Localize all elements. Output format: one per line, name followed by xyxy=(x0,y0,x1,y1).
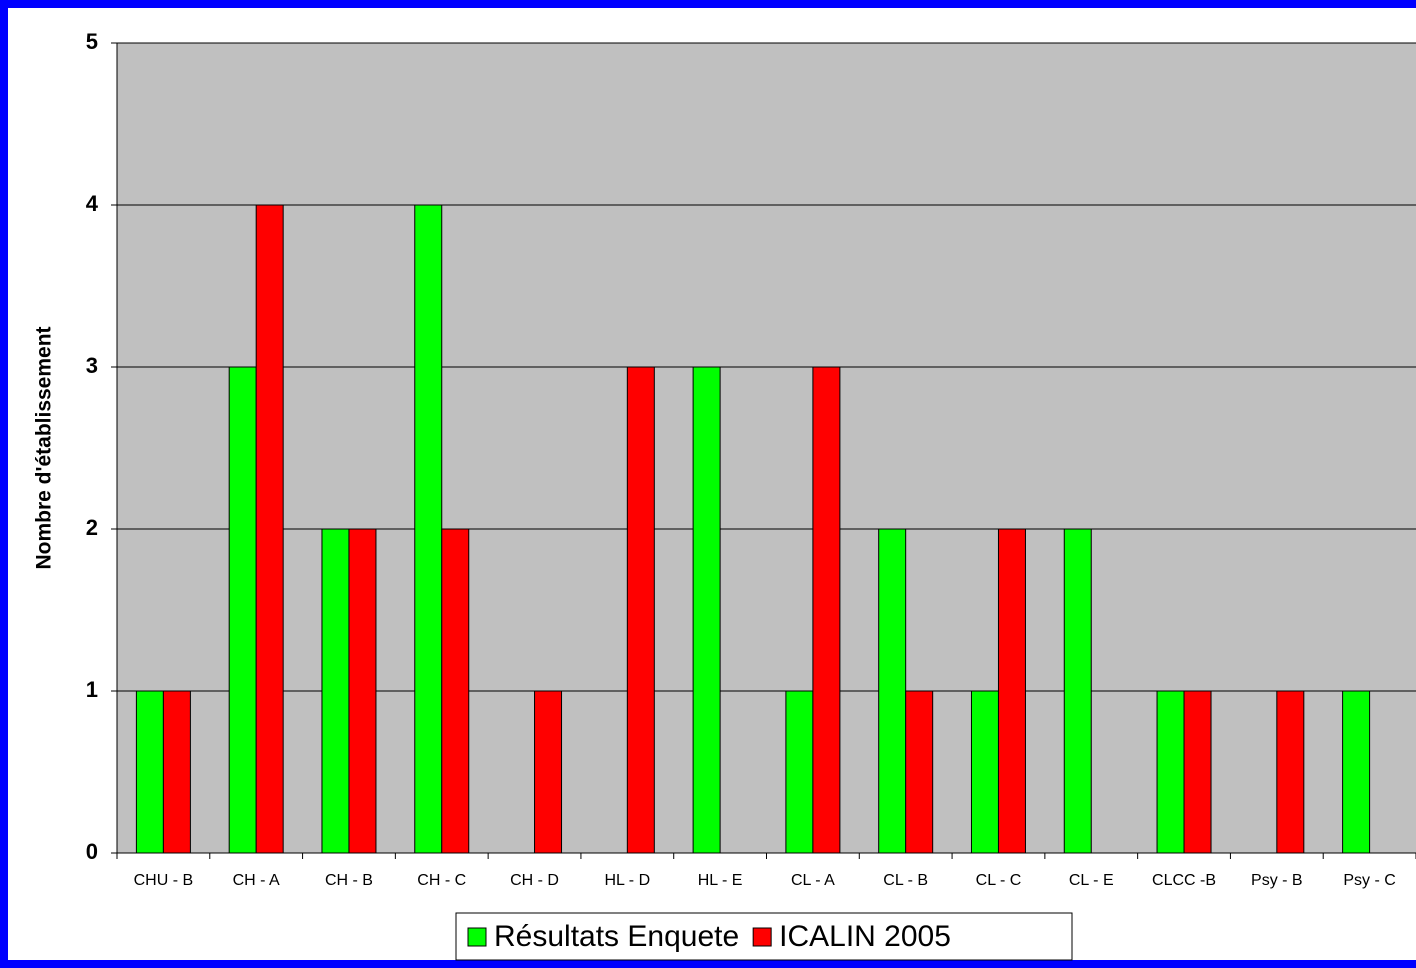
y-tick-label: 3 xyxy=(86,353,98,378)
x-tick-label: CH - B xyxy=(325,872,373,889)
bar xyxy=(1183,690,1212,854)
bar xyxy=(348,528,377,854)
x-tick-label: CHU - B xyxy=(134,872,194,889)
x-tick-label: CH - A xyxy=(233,872,280,889)
y-tick-label: 0 xyxy=(86,839,98,864)
legend-label: Résultats Enquete xyxy=(494,920,739,953)
bar xyxy=(812,366,841,854)
bar xyxy=(970,690,999,854)
bar xyxy=(135,690,164,854)
bar xyxy=(321,528,350,854)
x-tick-label: CLCC -B xyxy=(1152,872,1216,889)
y-tick-label: 2 xyxy=(86,515,98,540)
legend-swatch xyxy=(752,927,772,947)
bar xyxy=(905,690,934,854)
x-tick-label: CL - B xyxy=(883,872,928,889)
y-tick-label: 5 xyxy=(86,29,98,54)
x-tick-label: HL - E xyxy=(698,872,743,889)
x-tick-label: CL - A xyxy=(791,872,835,889)
x-tick-label: CH - D xyxy=(510,872,559,889)
bar xyxy=(1276,690,1305,854)
legend-label: ICALIN 2005 xyxy=(779,920,951,953)
x-tick-label: CL - C xyxy=(976,872,1022,889)
x-tick-label: Psy - C xyxy=(1343,872,1395,889)
y-tick-label: 4 xyxy=(86,191,99,216)
plot-area xyxy=(117,43,1416,853)
bar xyxy=(162,690,191,854)
y-tick-label: 1 xyxy=(86,677,98,702)
x-tick-label: CH - C xyxy=(417,872,466,889)
bar xyxy=(878,528,907,854)
bar xyxy=(785,690,814,854)
y-axis-title: Nombre d'établissement xyxy=(33,326,56,569)
x-tick-label: HL - D xyxy=(605,872,651,889)
bar xyxy=(255,204,284,854)
bar xyxy=(228,366,257,854)
bar xyxy=(1063,528,1092,854)
bar xyxy=(1156,690,1185,854)
bar xyxy=(692,366,721,854)
bar xyxy=(414,204,443,854)
x-tick-label: CL - E xyxy=(1069,872,1114,889)
bar xyxy=(626,366,655,854)
bar xyxy=(997,528,1026,854)
legend-swatch xyxy=(467,927,487,947)
bar xyxy=(534,690,563,854)
x-tick-label: Psy - B xyxy=(1251,872,1303,889)
bar xyxy=(1342,690,1371,854)
bar xyxy=(441,528,470,854)
